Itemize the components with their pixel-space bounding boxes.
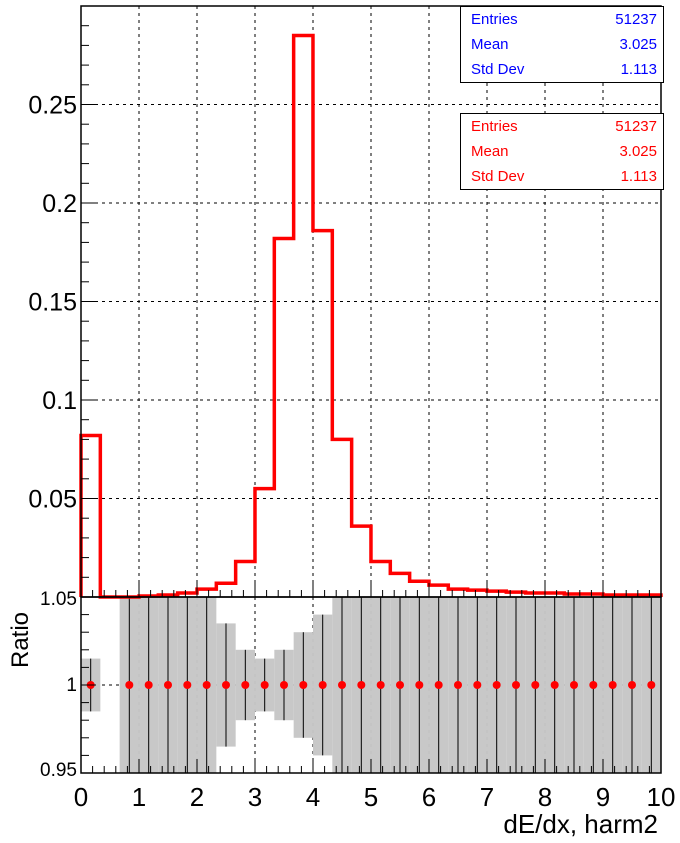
stats-row-std-dev: Std Dev 1.113 <box>461 164 663 189</box>
stats-value: 51237 <box>615 11 657 28</box>
histogram-line <box>79 33 663 599</box>
top-gridlines <box>81 6 661 597</box>
stats-row-entries: Entries 51237 <box>461 7 663 32</box>
stats-value: 3.025 <box>619 143 657 160</box>
ratio-point <box>570 681 578 689</box>
ratio-point <box>492 681 501 689</box>
ratio-point <box>125 681 134 689</box>
x-tick-label: 0 <box>74 782 88 812</box>
ratio-point <box>550 681 559 689</box>
ratio-point <box>338 681 346 689</box>
x-tick-label: 10 <box>647 782 676 812</box>
x-tick-label: 5 <box>364 782 378 812</box>
ratio-point <box>454 681 462 689</box>
ratio-point <box>144 681 153 689</box>
y-tick-label: 0.1 <box>42 387 77 415</box>
ratio-point <box>512 681 520 689</box>
ratio-point <box>280 681 288 689</box>
histogram-series <box>79 33 663 599</box>
y-tick-label: 0.25 <box>28 92 77 120</box>
x-tick-label: 7 <box>480 782 494 812</box>
ratio-point <box>531 681 540 689</box>
y-tick-label: 1 <box>66 675 77 696</box>
stats-label: Mean <box>471 143 509 160</box>
x-axis-label: dE/dx, harm2 <box>503 809 658 839</box>
y-tick-label: 1.05 <box>40 589 77 610</box>
y-tick-label: 0.15 <box>28 289 77 317</box>
ratio-point <box>357 681 366 689</box>
stats-label: Mean <box>471 36 509 53</box>
stats-row-entries: Entries 51237 <box>461 114 663 139</box>
x-tick-label: 4 <box>306 782 320 812</box>
ratio-point <box>647 681 656 689</box>
stats-row-std-dev: Std Dev 1.113 <box>461 57 663 82</box>
stats-box-red: Entries 51237 Mean 3.025 Std Dev 1.113 <box>460 113 664 190</box>
x-tick-label: 3 <box>248 782 262 812</box>
ratio-point <box>376 681 385 689</box>
stats-label: Entries <box>471 118 518 135</box>
stats-value: 3.025 <box>619 36 657 53</box>
ratio-point <box>241 681 250 689</box>
stats-value: 1.113 <box>620 168 657 185</box>
ratio-y-axis-label: Ratio <box>7 612 34 668</box>
stats-value: 51237 <box>615 118 657 135</box>
ratio-point <box>260 681 269 689</box>
x-tick-label: 8 <box>538 782 552 812</box>
x-tick-label: 9 <box>596 782 610 812</box>
bottom-axes: 0 1 2 3 4 5 6 7 8 9 10 0.95 1 1.05 <box>40 583 675 812</box>
ratio-point <box>415 681 424 689</box>
ratio-point <box>164 681 172 689</box>
ratio-point <box>396 681 404 689</box>
ratio-point <box>628 681 636 689</box>
ratio-point <box>318 681 327 689</box>
stats-row-mean: Mean 3.025 <box>461 32 663 57</box>
stats-box-blue: Entries 51237 Mean 3.025 Std Dev 1.113 <box>460 6 664 83</box>
x-tick-label: 6 <box>422 782 436 812</box>
stats-label: Entries <box>471 11 518 28</box>
y-tick-label: 0.95 <box>40 760 77 781</box>
x-tick-label: 1 <box>132 782 146 812</box>
y-tick-label: 0.2 <box>42 190 77 218</box>
ratio-point <box>183 681 192 689</box>
ratio-point <box>299 681 308 689</box>
ratio-point <box>434 681 443 689</box>
x-tick-label: 2 <box>190 782 204 812</box>
stats-value: 1.113 <box>620 61 657 78</box>
ratio-points <box>86 681 656 689</box>
ratio-point <box>202 681 211 689</box>
ratio-point <box>222 681 230 689</box>
stats-label: Std Dev <box>471 61 525 78</box>
ratio-point <box>608 681 617 689</box>
ratio-point <box>473 681 482 689</box>
stats-label: Std Dev <box>471 168 525 185</box>
ratio-point <box>589 681 598 689</box>
stats-row-mean: Mean 3.025 <box>461 139 663 164</box>
y-tick-label: 0.05 <box>28 486 77 514</box>
